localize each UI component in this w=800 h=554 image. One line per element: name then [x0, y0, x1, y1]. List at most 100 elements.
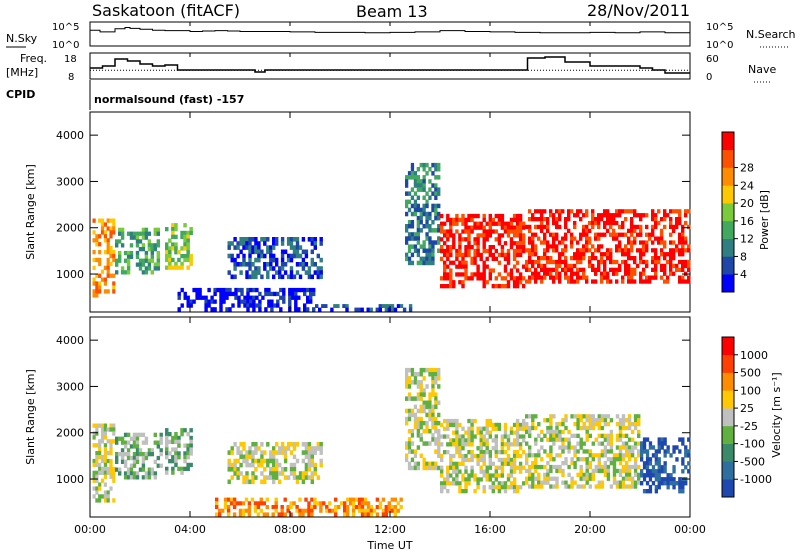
echo-cell	[488, 225, 492, 230]
echo-cell	[410, 252, 415, 258]
echo-cell	[637, 422, 641, 427]
echo-cell	[567, 445, 571, 450]
echo-cell	[576, 457, 580, 462]
echo-cell	[458, 453, 462, 459]
echo-cell	[660, 275, 664, 280]
echo-cell	[543, 267, 547, 272]
echo-cell	[455, 442, 459, 447]
echo-cell	[257, 257, 261, 263]
echo-cell	[437, 367, 441, 373]
echo-cell	[410, 232, 415, 237]
echo-cell	[405, 240, 409, 245]
echo-cell	[369, 512, 374, 517]
echo-cell	[621, 425, 626, 431]
echo-cell	[251, 454, 255, 460]
echo-cell	[681, 267, 685, 272]
echo-cell	[109, 474, 113, 479]
echo-cell	[307, 458, 312, 464]
echo-cell	[103, 250, 107, 255]
echo-cell	[419, 384, 423, 389]
echo-cell	[260, 462, 264, 468]
colorbar-tick-label: 28	[740, 162, 754, 175]
echo-cell	[576, 433, 580, 438]
echo-cell	[434, 187, 438, 192]
echo-cell	[491, 461, 495, 466]
echo-cell	[570, 414, 574, 419]
echo-cell	[112, 498, 116, 503]
echo-cell	[260, 249, 264, 255]
echo-cell	[232, 505, 237, 510]
echo-cell	[98, 250, 102, 255]
echo-cell	[313, 262, 317, 267]
echo-cell	[531, 271, 535, 276]
echo-cell	[546, 461, 550, 466]
echo-cell	[672, 263, 676, 269]
echo-cell	[630, 240, 634, 245]
echo-cell	[153, 440, 157, 445]
echo-cell	[260, 471, 264, 476]
echo-cell	[488, 450, 492, 455]
echo-cell	[449, 453, 453, 459]
echo-cell	[512, 485, 517, 490]
echo-cell	[294, 295, 298, 300]
echo-cell	[512, 438, 517, 443]
echo-cell	[512, 481, 517, 486]
echo-cell	[345, 307, 349, 312]
echo-cell	[564, 425, 568, 431]
echo-cell	[98, 462, 102, 468]
echo-cell	[464, 276, 468, 281]
echo-cell	[422, 244, 426, 249]
echo-cell	[183, 459, 187, 464]
echo-cell	[150, 270, 154, 275]
echo-cell	[470, 276, 474, 281]
echo-cell	[609, 217, 613, 222]
echo-cell	[470, 426, 474, 431]
echo-cell	[552, 259, 556, 265]
echo-cell	[270, 299, 274, 304]
echo-cell	[168, 246, 172, 251]
echo-cell	[264, 291, 268, 297]
echo-cell	[297, 287, 301, 293]
echo-cell	[672, 271, 676, 276]
echo-cell	[204, 299, 208, 304]
echo-cell	[503, 268, 508, 273]
echo-cell	[579, 209, 583, 214]
echo-cell	[428, 179, 432, 184]
echo-cell	[603, 263, 607, 269]
echo-cell	[500, 221, 505, 226]
echo-cell	[570, 263, 574, 269]
echo-cell	[537, 480, 541, 485]
echo-cell	[269, 450, 273, 455]
echo-cell	[573, 422, 577, 427]
echo-cell	[491, 268, 495, 273]
echo-cell	[298, 497, 302, 502]
echo-cell	[585, 244, 589, 249]
echo-cell	[582, 414, 586, 419]
echo-cell	[153, 459, 157, 464]
echo-cell	[672, 228, 676, 233]
echo-cell	[419, 162, 423, 168]
echo-cell	[509, 221, 514, 226]
echo-cell	[147, 239, 152, 244]
echo-cell	[232, 501, 237, 506]
echo-cell	[416, 240, 420, 245]
echo-cell	[666, 279, 670, 284]
echo-cell	[431, 256, 435, 262]
echo-cell	[419, 260, 423, 266]
echo-cell	[543, 433, 547, 438]
echo-cell	[579, 267, 583, 272]
echo-cell	[624, 449, 629, 454]
echo-cell	[555, 267, 559, 272]
echo-cell	[651, 275, 655, 280]
echo-cell	[428, 215, 432, 221]
echo-cell	[642, 465, 647, 470]
echo-cell	[473, 213, 477, 219]
echo-cell	[248, 237, 252, 242]
echo-cell	[275, 241, 279, 246]
echo-cell	[603, 213, 607, 218]
echo-cell	[369, 505, 374, 510]
echo-cell	[307, 270, 312, 275]
echo-cell	[407, 408, 412, 414]
echo-cell	[434, 437, 438, 442]
echo-cell	[531, 240, 535, 245]
